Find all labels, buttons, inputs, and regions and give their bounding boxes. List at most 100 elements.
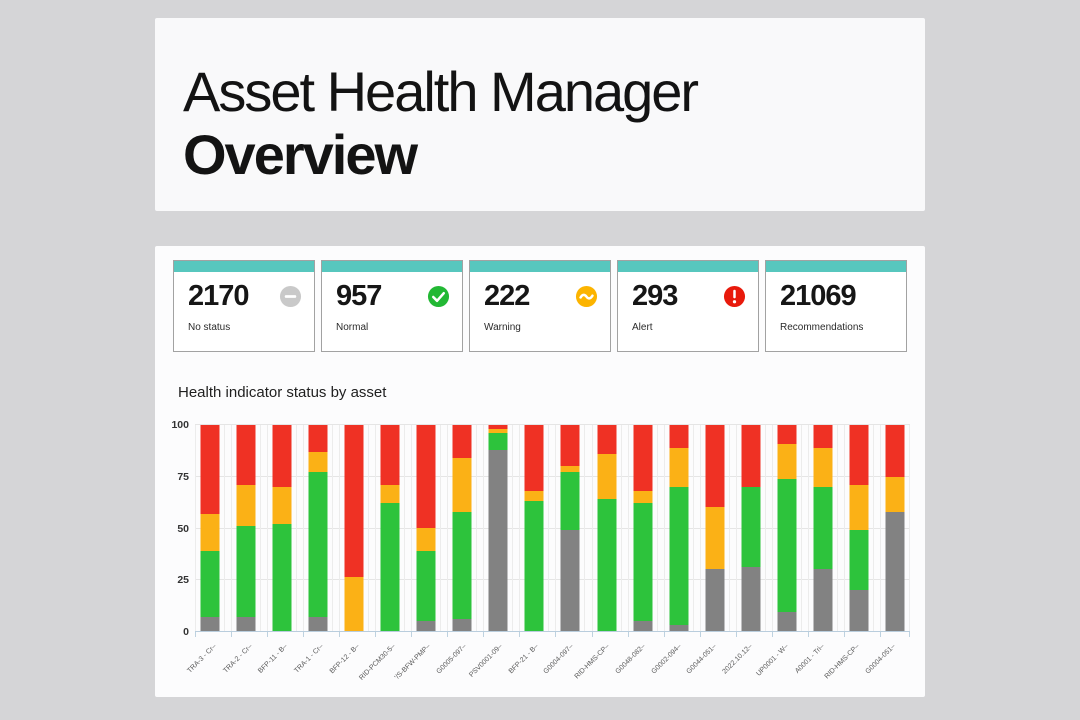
page-title: Overview (183, 123, 418, 186)
bar-segment-no-status[interactable] (452, 618, 472, 631)
bar-segment-normal[interactable] (597, 499, 617, 631)
bar-segment-no-status[interactable] (849, 589, 869, 631)
summary-card-alert[interactable]: 293 Alert (617, 260, 759, 352)
bar-segment-normal[interactable] (416, 550, 436, 621)
bar-segment-alert[interactable] (560, 424, 580, 467)
stacked-bar[interactable] (849, 425, 869, 631)
bar-segment-alert[interactable] (416, 425, 436, 528)
bar-segment-no-status[interactable] (813, 569, 833, 631)
stacked-bar[interactable] (669, 425, 689, 631)
stacked-bar[interactable] (380, 425, 400, 631)
bar-segment-normal[interactable] (200, 550, 220, 617)
bar-segment-alert[interactable] (669, 425, 689, 448)
stacked-bar[interactable] (452, 425, 472, 631)
bar-segment-no-status[interactable] (236, 616, 256, 631)
bar-segment-alert[interactable] (597, 425, 617, 454)
bar-segment-no-status[interactable] (705, 569, 725, 631)
stacked-bar[interactable] (344, 425, 364, 631)
bar-segment-warning[interactable] (669, 447, 689, 487)
summary-card-no-status[interactable]: 2170 No status (173, 260, 315, 352)
bar-segment-alert[interactable] (200, 425, 220, 514)
stacked-bar[interactable] (308, 424, 328, 631)
stacked-bar[interactable] (813, 425, 833, 631)
bar-segment-alert[interactable] (488, 425, 508, 430)
bar-segment-warning[interactable] (885, 476, 905, 512)
bar-segment-warning[interactable] (416, 528, 436, 551)
stacked-bar[interactable] (560, 424, 580, 631)
bar-segment-normal[interactable] (813, 486, 833, 570)
bar-segment-no-status[interactable] (416, 620, 436, 631)
bar-segment-normal[interactable] (741, 486, 761, 568)
dashboard-panel: 2170 No status 957 Normal 222 Warning (155, 246, 925, 697)
bar-segment-alert[interactable] (777, 425, 797, 444)
bar-segment-alert[interactable] (524, 425, 544, 491)
summary-card-warning[interactable]: 222 Warning (469, 260, 611, 352)
stacked-bar[interactable] (524, 425, 544, 631)
stacked-bar[interactable] (597, 425, 617, 631)
bar-segment-warning[interactable] (452, 457, 472, 512)
bar-segment-no-status[interactable] (777, 612, 797, 631)
bar-segment-warning[interactable] (705, 507, 725, 570)
bar-segment-no-status[interactable] (200, 616, 220, 631)
bar-segment-normal[interactable] (308, 472, 328, 617)
bar-segment-warning[interactable] (849, 484, 869, 531)
bar-segment-alert[interactable] (741, 425, 761, 487)
bar-segment-warning[interactable] (380, 484, 400, 504)
bar-segment-warning[interactable] (633, 490, 653, 504)
stacked-bar[interactable] (416, 425, 436, 631)
bar-segment-normal[interactable] (669, 486, 689, 625)
bar-segment-alert[interactable] (705, 425, 725, 508)
stacked-bar[interactable] (200, 425, 220, 631)
bar-segment-normal[interactable] (524, 501, 544, 631)
bar-segment-warning[interactable] (344, 577, 364, 631)
bar-segment-warning[interactable] (597, 453, 617, 500)
stacked-bar[interactable] (741, 425, 761, 631)
bar-segment-alert[interactable] (813, 425, 833, 448)
chart-category-slot (627, 425, 658, 637)
bar-segment-warning[interactable] (524, 490, 544, 502)
bar-segment-warning[interactable] (236, 484, 256, 526)
stacked-bar[interactable] (272, 425, 292, 631)
bar-segment-warning[interactable] (488, 429, 508, 434)
stacked-bar[interactable] (633, 425, 653, 631)
bar-segment-no-status[interactable] (885, 511, 905, 631)
bar-segment-no-status[interactable] (308, 616, 328, 631)
bar-segment-normal[interactable] (272, 523, 292, 631)
bar-segment-alert[interactable] (236, 424, 256, 485)
summary-card-recommendations[interactable]: 21069 Recommendations (765, 260, 907, 352)
bar-segment-warning[interactable] (308, 451, 328, 473)
bar-segment-no-status[interactable] (560, 530, 580, 631)
stacked-bar[interactable] (236, 424, 256, 631)
bar-segment-alert[interactable] (633, 425, 653, 491)
bar-segment-alert[interactable] (272, 425, 292, 487)
bar-segment-alert[interactable] (849, 425, 869, 485)
bar-segment-normal[interactable] (488, 433, 508, 450)
bar-segment-alert[interactable] (885, 425, 905, 477)
bar-segment-normal[interactable] (777, 478, 797, 613)
bar-segment-warning[interactable] (777, 443, 797, 479)
bar-segment-normal[interactable] (452, 511, 472, 619)
bar-segment-alert[interactable] (380, 425, 400, 485)
bar-segment-alert[interactable] (308, 424, 328, 452)
stacked-bar[interactable] (705, 425, 725, 631)
bar-segment-normal[interactable] (560, 472, 580, 531)
summary-card-normal[interactable]: 957 Normal (321, 260, 463, 352)
bar-segment-normal[interactable] (380, 503, 400, 631)
stacked-bar[interactable] (777, 425, 797, 631)
bar-segment-normal[interactable] (849, 530, 869, 590)
bar-segment-no-status[interactable] (633, 620, 653, 631)
bar-segment-warning[interactable] (272, 486, 292, 524)
bar-segment-alert[interactable] (452, 425, 472, 458)
bar-segment-normal[interactable] (236, 525, 256, 617)
bar-segment-normal[interactable] (633, 503, 653, 621)
bar-segment-no-status[interactable] (488, 449, 508, 631)
bar-segment-warning[interactable] (200, 513, 220, 551)
gridline (195, 475, 910, 477)
bar-segment-alert[interactable] (344, 425, 364, 578)
bar-segment-no-status[interactable] (741, 567, 761, 631)
bar-segment-warning[interactable] (560, 466, 580, 473)
bar-segment-warning[interactable] (813, 447, 833, 487)
bar-segment-no-status[interactable] (669, 624, 689, 631)
stacked-bar[interactable] (488, 425, 508, 631)
stacked-bar[interactable] (885, 425, 905, 631)
